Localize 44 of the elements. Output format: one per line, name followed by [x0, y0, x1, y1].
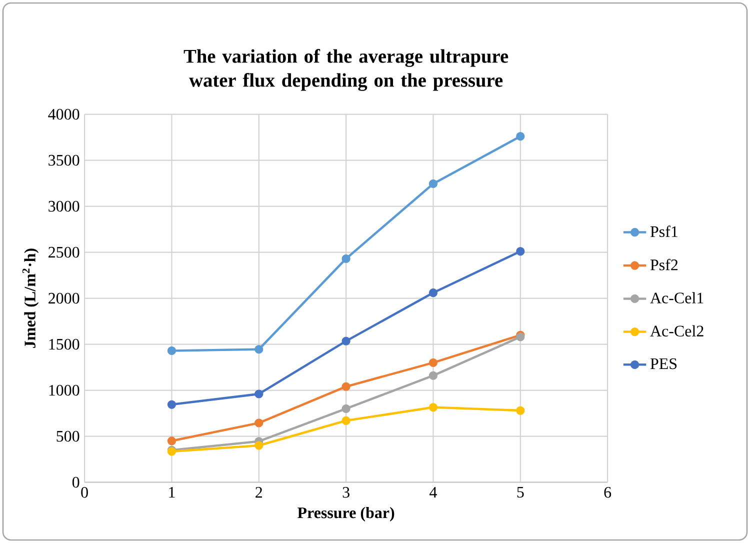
point [342, 416, 350, 425]
point [342, 254, 350, 264]
point [516, 406, 525, 415]
point [516, 132, 525, 141]
y-tick-label: 1000 [49, 384, 80, 396]
point [428, 288, 438, 298]
x-tick-label: 4 [430, 486, 437, 498]
x-tick-label: 0 [81, 486, 88, 498]
x-tick-label: 3 [342, 486, 350, 498]
y-tick-label: 4000 [48, 108, 80, 120]
point [428, 402, 438, 412]
point [428, 179, 438, 188]
point [254, 418, 264, 428]
point [254, 345, 264, 354]
legend-label: Psf2 [650, 258, 678, 270]
legend-label: Psf1 [650, 226, 678, 238]
y-tick-label: 3500 [48, 154, 80, 166]
point [167, 400, 176, 409]
x-tick-label: 2 [256, 486, 262, 498]
point [254, 390, 264, 398]
point [342, 382, 350, 391]
legend-label: PES [650, 358, 677, 370]
point [167, 436, 176, 446]
point [342, 404, 350, 414]
chart-title: The variation of the average ultrapure water flux depending on the pressure [184, 49, 508, 91]
y-tick-label: 500 [56, 430, 80, 442]
point [342, 336, 350, 346]
legend-label: Ac-Cel2 [650, 325, 704, 336]
x-tick-label: 5 [517, 486, 524, 498]
x-tick-label: 6 [604, 486, 612, 498]
point [516, 247, 525, 256]
y-tick-label: 0 [72, 476, 80, 488]
y-tick-label: 2000 [48, 292, 80, 304]
x-axis-title: Pressure (bar) [298, 506, 394, 522]
point [167, 346, 176, 356]
y-tick-label: 3000 [48, 200, 80, 212]
x-tick-label: 1 [169, 486, 175, 498]
y-tick-label: 1500 [49, 338, 80, 350]
y-tick-label: 2500 [48, 246, 80, 258]
y-axis-title: Jmed (L/m$^{2}$·h) [22, 248, 39, 348]
point [428, 371, 438, 380]
point [428, 358, 438, 368]
point [254, 441, 264, 450]
legend-label: Ac-Cel1 [650, 292, 704, 304]
